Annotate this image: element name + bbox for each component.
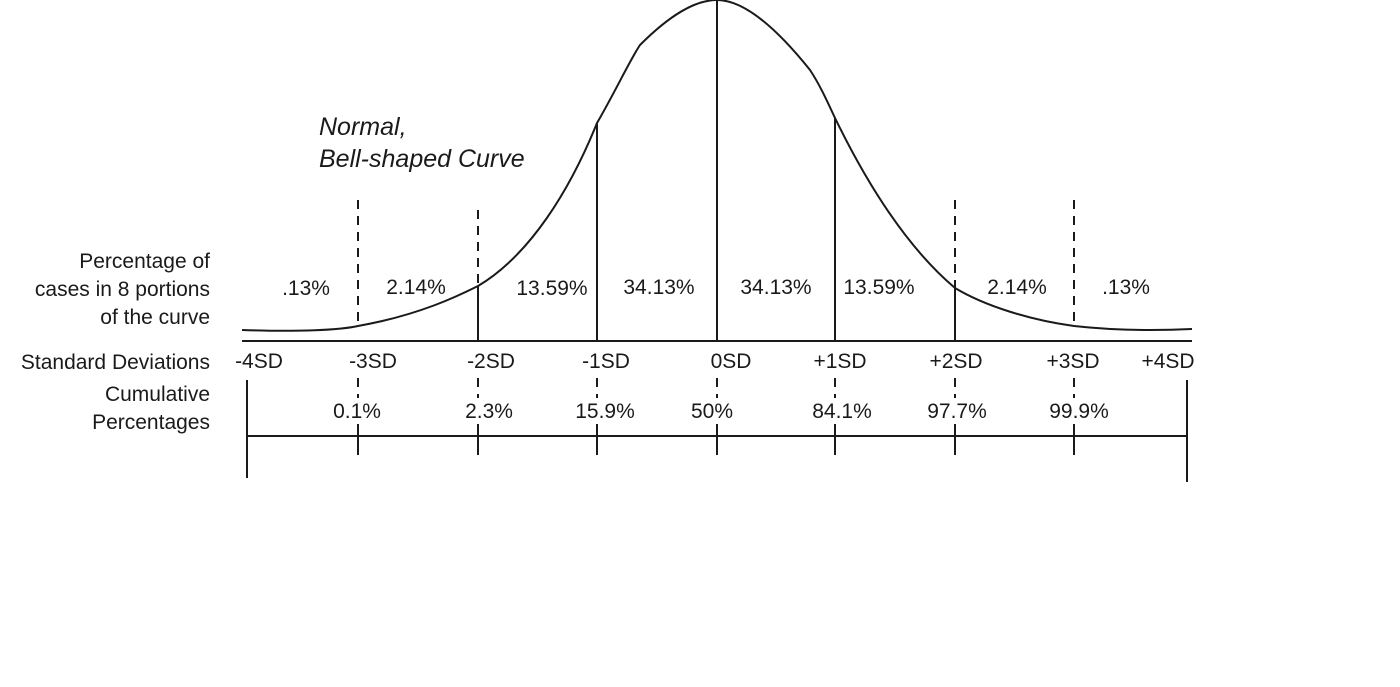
- cumulative-label: 99.9%: [1049, 400, 1109, 423]
- cumulative-label: 50%: [691, 400, 733, 423]
- portion-label: 2.14%: [386, 276, 446, 299]
- diagram-title-line1: Normal,: [319, 113, 407, 141]
- cumulative-label-line2: Percentages: [92, 411, 210, 434]
- portion-label: 2.14%: [987, 276, 1047, 299]
- cumulative-label: 2.3%: [465, 400, 513, 423]
- cumulative-label: 84.1%: [812, 400, 872, 423]
- sd-tick-label: +4SD: [1141, 350, 1194, 373]
- sd-tick-label: +3SD: [1046, 350, 1099, 373]
- sd-tick-label: -4SD: [235, 350, 283, 373]
- diagram-title-line2: Bell-shaped Curve: [319, 145, 525, 173]
- sd-tick-label: +1SD: [813, 350, 866, 373]
- sd-tick-label: -2SD: [467, 350, 515, 373]
- cumulative-label-line1: Cumulative: [105, 383, 210, 406]
- cumulative-label: 0.1%: [333, 400, 381, 423]
- sd-tick-label: 0SD: [711, 350, 752, 373]
- percentage-label-line1: Percentage of: [79, 250, 210, 273]
- portion-label: 34.13%: [623, 276, 694, 299]
- percentage-label-line3: of the curve: [100, 306, 210, 329]
- cumulative-label: 15.9%: [575, 400, 635, 423]
- portion-label: 13.59%: [843, 276, 914, 299]
- sd-tick-label: -1SD: [582, 350, 630, 373]
- portion-label: 13.59%: [516, 277, 587, 300]
- sd-tick-label: -3SD: [349, 350, 397, 373]
- cumulative-label: 97.7%: [927, 400, 987, 423]
- portion-label: .13%: [282, 277, 330, 300]
- percentage-label-line2: cases in 8 portions: [35, 278, 210, 301]
- sd-tick-label: +2SD: [929, 350, 982, 373]
- sd-row-label: Standard Deviations: [21, 351, 210, 374]
- portion-label: .13%: [1102, 276, 1150, 299]
- bell-curve: [241, 0, 1193, 332]
- portion-label: 34.13%: [740, 276, 811, 299]
